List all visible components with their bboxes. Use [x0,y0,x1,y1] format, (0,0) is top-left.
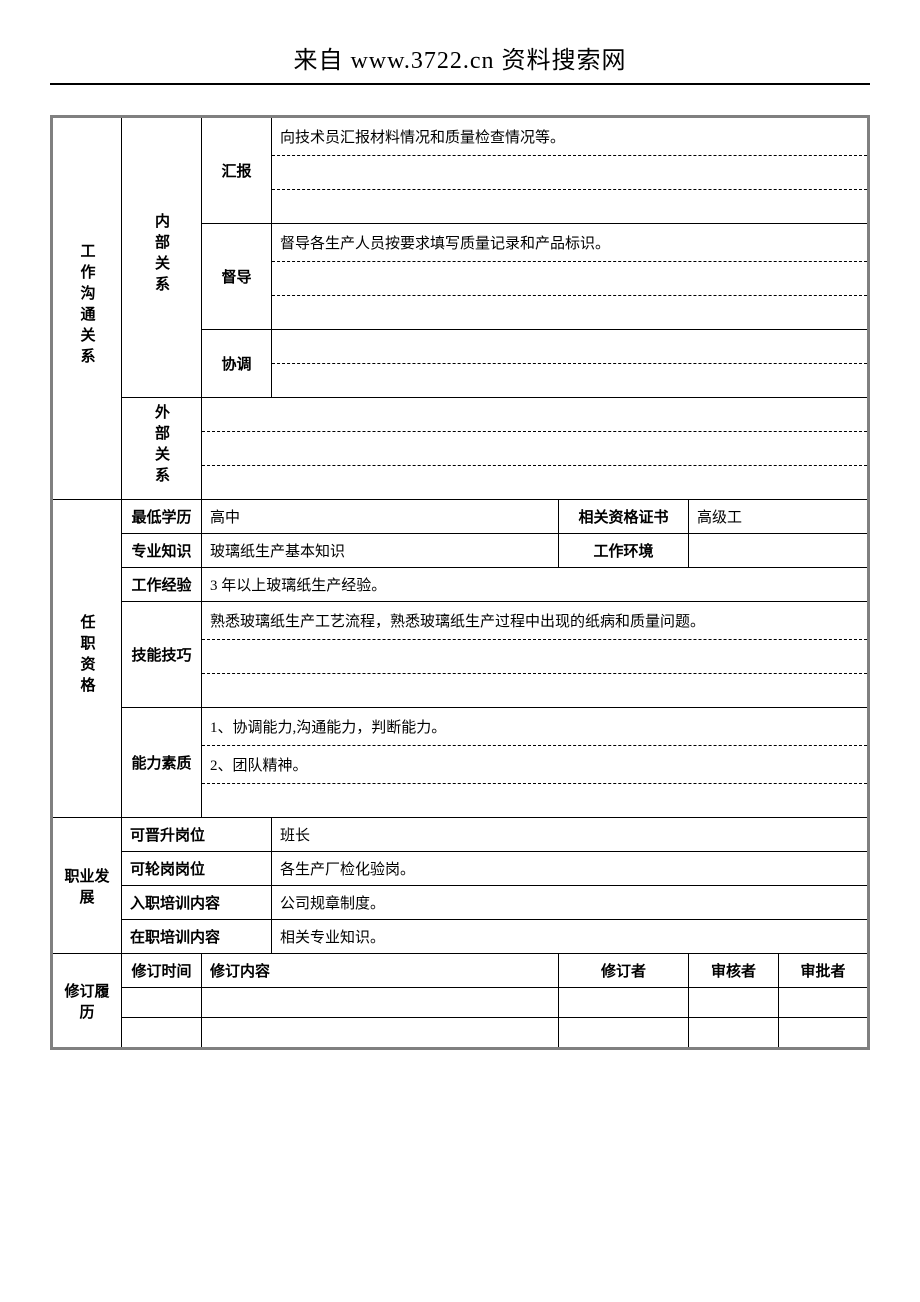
report-content: 向技术员汇报材料情况和质量检查情况等。 [272,117,869,224]
promotion-label: 可晋升岗位 [122,818,272,852]
cert-label: 相关资格证书 [559,500,689,534]
knowledge-label: 专业知识 [122,534,202,568]
abilities-label: 能力素质 [122,708,202,818]
ongoing-label: 在职培训内容 [122,920,272,954]
skills-content: 熟悉玻璃纸生产工艺流程，熟悉玻璃纸生产过程中出现的纸病和质量问题。 [202,602,869,708]
knowledge-value: 玻璃纸生产基本知识 [202,534,559,568]
section-revision-label: 修订履历 [52,954,122,1049]
section-qualifications-label: 任职资格 [52,500,122,818]
supervise-label: 督导 [202,224,272,330]
coordinate-label: 协调 [202,330,272,398]
experience-label: 工作经验 [122,568,202,602]
internal-relations-label: 内部关系 [122,117,202,398]
external-content [202,398,869,500]
page-header: 来自 www.3722.cn 资料搜索网 [50,40,870,85]
rev-reviser-header: 修订者 [559,954,689,988]
report-label: 汇报 [202,117,272,224]
revision-row [52,1018,869,1049]
min-edu-value: 高中 [202,500,559,534]
onboard-label: 入职培训内容 [122,886,272,920]
supervise-content: 督导各生产人员按要求填写质量记录和产品标识。 [272,224,869,330]
external-relations-label: 外部关系 [122,398,202,500]
rev-time-header: 修订时间 [122,954,202,988]
min-edu-label: 最低学历 [122,500,202,534]
env-value [689,534,869,568]
job-description-table: 工作沟通关系 内部关系 汇报 向技术员汇报材料情况和质量检查情况等。 督导 督导… [50,115,870,1050]
abilities-content: 1、协调能力,沟通能力，判断能力。 2、团队精神。 [202,708,869,818]
skills-label: 技能技巧 [122,602,202,708]
section-career-label: 职业发展 [52,818,122,954]
ongoing-value: 相关专业知识。 [272,920,869,954]
section-comm-label: 工作沟通关系 [52,117,122,500]
revision-row [52,988,869,1018]
rotation-value: 各生产厂检化验岗。 [272,852,869,886]
experience-value: 3 年以上玻璃纸生产经验。 [202,568,869,602]
rev-approver-header: 审批者 [779,954,869,988]
coordinate-content [272,330,869,398]
rev-checker-header: 审核者 [689,954,779,988]
onboard-value: 公司规章制度。 [272,886,869,920]
rev-content-header: 修订内容 [202,954,559,988]
env-label: 工作环境 [559,534,689,568]
cert-value: 高级工 [689,500,869,534]
rotation-label: 可轮岗岗位 [122,852,272,886]
promotion-value: 班长 [272,818,869,852]
